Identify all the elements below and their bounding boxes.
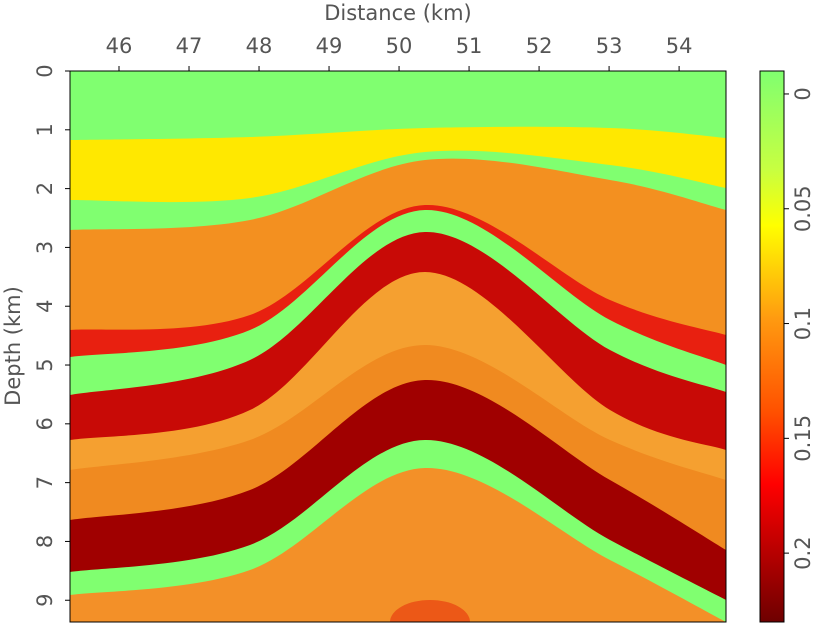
x-tick-label: 54 — [666, 34, 693, 58]
colorbar-tick-label: 0.2 — [791, 536, 815, 569]
colorbar-tick-label: 0.05 — [791, 185, 815, 232]
x-tick-label: 48 — [246, 34, 273, 58]
y-tick-label: 1 — [33, 123, 57, 136]
y-tick-label: 6 — [33, 417, 57, 430]
y-tick-label: 9 — [33, 594, 57, 607]
x-tick-label: 53 — [596, 34, 623, 58]
x-tick-label: 52 — [526, 34, 553, 58]
y-tick-label: 8 — [33, 535, 57, 548]
y-tick-label: 5 — [33, 358, 57, 371]
image-layer — [390, 600, 470, 622]
x-tick-label: 50 — [386, 34, 413, 58]
plot-frame — [69, 70, 727, 623]
x-tick-label: 47 — [176, 34, 203, 58]
y-tick-label: 2 — [33, 182, 57, 195]
colorbar-tick-label: 0.15 — [791, 415, 815, 462]
x-tick-label: 49 — [316, 34, 343, 58]
colorbar-tick-label: 0.1 — [791, 307, 815, 340]
colorbar-tick-label: 0 — [791, 87, 815, 100]
colorbar — [759, 70, 785, 623]
y-tick-label: 3 — [33, 241, 57, 254]
seismic-image — [70, 71, 726, 622]
y-tick-label: 0 — [33, 64, 57, 77]
y-axis-label: Depth (km) — [1, 286, 25, 406]
x-axis-label: Distance (km) — [324, 1, 472, 25]
y-tick-label: 4 — [33, 300, 57, 313]
x-tick-label: 46 — [106, 34, 133, 58]
image-layer — [70, 467, 726, 622]
x-tick-label: 51 — [456, 34, 483, 58]
y-tick-label: 7 — [33, 476, 57, 489]
